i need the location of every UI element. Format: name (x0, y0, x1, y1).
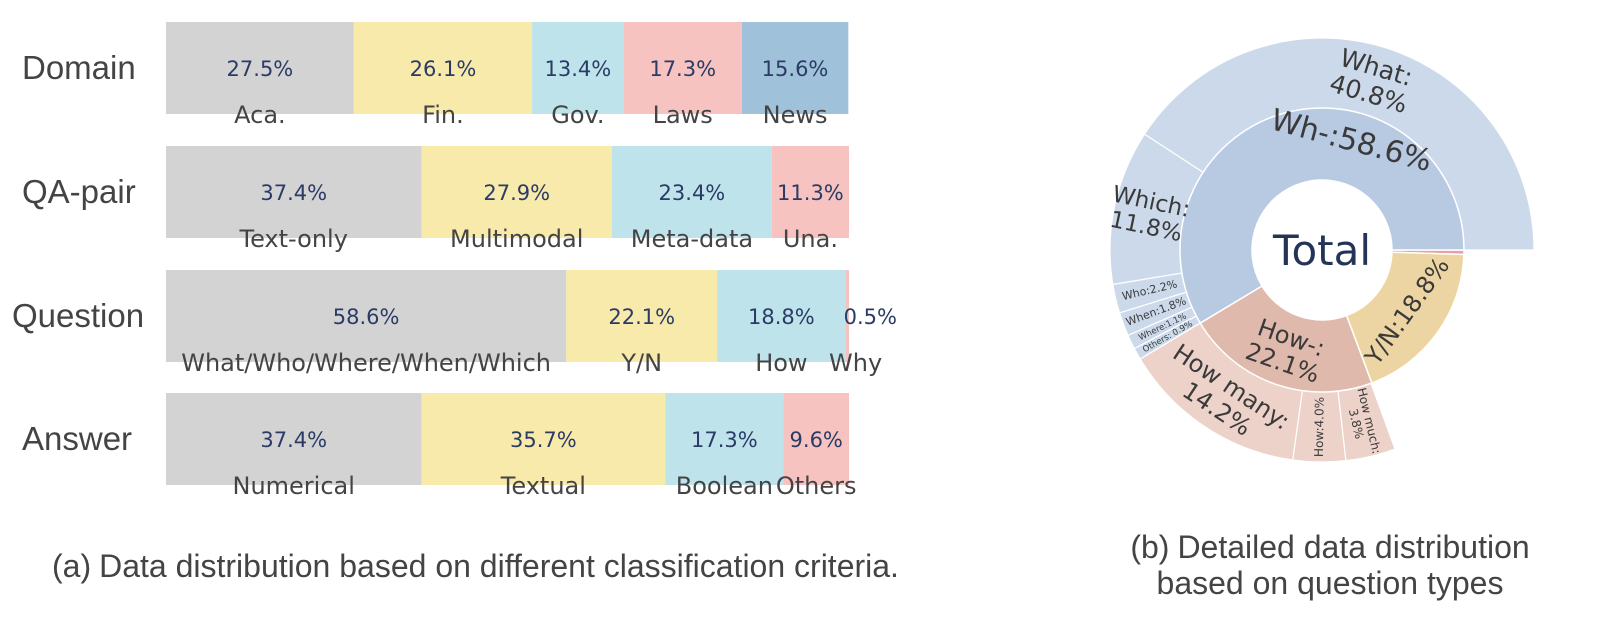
caption-b-line-2: based on question types (1157, 565, 1504, 601)
value-label: 58.6% (333, 305, 400, 329)
value-label: 26.1% (410, 57, 477, 81)
bar-row-domain: Domain 27.5% Aca. 26.1% Fin. 13.4% Gov. 17.3% La… (22, 22, 849, 129)
value-label: 27.5% (227, 57, 294, 81)
row-label: Answer (22, 420, 132, 457)
bar-segment (421, 146, 612, 238)
center-hole (1252, 180, 1392, 320)
bar-segment (623, 22, 742, 114)
bar-segment (741, 22, 849, 114)
category-label: Others (776, 472, 857, 500)
value-label: 22.1% (608, 305, 675, 329)
category-label: News (763, 101, 828, 129)
bar-row-qa-pair: QA-pair 37.4% Text-only 27.9% Multimodal 23.4… (22, 146, 849, 253)
center-label: Total (1272, 226, 1371, 275)
value-label: 0.5% (844, 305, 897, 329)
bar-segment (421, 393, 666, 485)
caption-b: (b) Detailed data distribution based on q… (1130, 529, 1529, 601)
value-label: 37.4% (260, 181, 327, 205)
bar-segment (532, 22, 624, 114)
category-label: Una. (783, 225, 838, 253)
sunburst-chart: TotalY/N:18.8%How-:22.1%Wh-:58.6%What:40… (1108, 37, 1535, 463)
value-label: 27.9% (483, 181, 550, 205)
bar-segment (166, 270, 567, 362)
bar-segment (166, 393, 422, 485)
value-label: 17.3% (691, 428, 758, 452)
category-label: Laws (653, 101, 713, 129)
bar-segment (566, 270, 718, 362)
category-label: Multimodal (450, 225, 583, 253)
category-label: Boolean (676, 472, 773, 500)
bar-row-question: Question 58.6% What/Who/Where/When/Which 22… (12, 270, 897, 377)
caption-b-body-1: Detailed data distribution (1177, 529, 1529, 565)
value-label: 13.4% (544, 57, 611, 81)
bar-segment (783, 393, 849, 485)
outer-ring (1109, 37, 1535, 463)
caption-a: (a) Data distribution based on different … (52, 548, 899, 584)
category-label: Text-only (239, 225, 348, 253)
bar-segment (665, 393, 784, 485)
bar-row-answer: Answer 37.4% Numerical 35.7% Textual 17.3% Boo… (22, 393, 857, 500)
bar-segment (771, 146, 849, 238)
row-label: Question (12, 297, 144, 334)
category-label: Numerical (233, 472, 355, 500)
category-label: Y/N (620, 349, 662, 377)
bar-segment (717, 270, 846, 362)
category-label: How (755, 349, 807, 377)
bar-segment (845, 270, 849, 362)
value-label: 17.3% (649, 57, 716, 81)
value-label: 9.6% (790, 428, 843, 452)
category-label: What/Who/Where/When/Which (181, 349, 551, 377)
category-label: Gov. (551, 101, 604, 129)
value-label: 23.4% (659, 181, 726, 205)
caption-b-line-1: (b) Detailed data distribution (1130, 529, 1529, 565)
value-label: 11.3% (777, 181, 844, 205)
outer-slice-label: What:40.8% (1326, 42, 1418, 119)
caption-a-tag: (a) (52, 548, 91, 584)
category-label: Why (829, 349, 882, 377)
value-label: 35.7% (510, 428, 577, 452)
category-label: Aca. (234, 101, 286, 129)
bar-segment (166, 22, 354, 114)
category-label: Meta-data (631, 225, 753, 253)
category-label: Textual (500, 472, 586, 500)
category-label: Fin. (422, 101, 464, 129)
outer-slice-label: How:4.0% (1312, 397, 1327, 457)
value-label: 18.8% (748, 305, 815, 329)
row-label: Domain (22, 49, 136, 86)
bar-segment (166, 146, 422, 238)
caption-a-text: (a) Data distribution based on different … (52, 548, 899, 584)
row-label: QA-pair (22, 173, 136, 210)
caption-a-body: Data distribution based on different cla… (99, 548, 899, 584)
bar-segment (353, 22, 533, 114)
bar-segment (611, 146, 772, 238)
value-label: 37.4% (260, 428, 327, 452)
stacked-bar-chart: Domain 27.5% Aca. 26.1% Fin. 13.4% Gov. 17.3% La… (12, 22, 897, 500)
caption-b-tag: (b) (1130, 529, 1169, 565)
value-label: 15.6% (762, 57, 829, 81)
